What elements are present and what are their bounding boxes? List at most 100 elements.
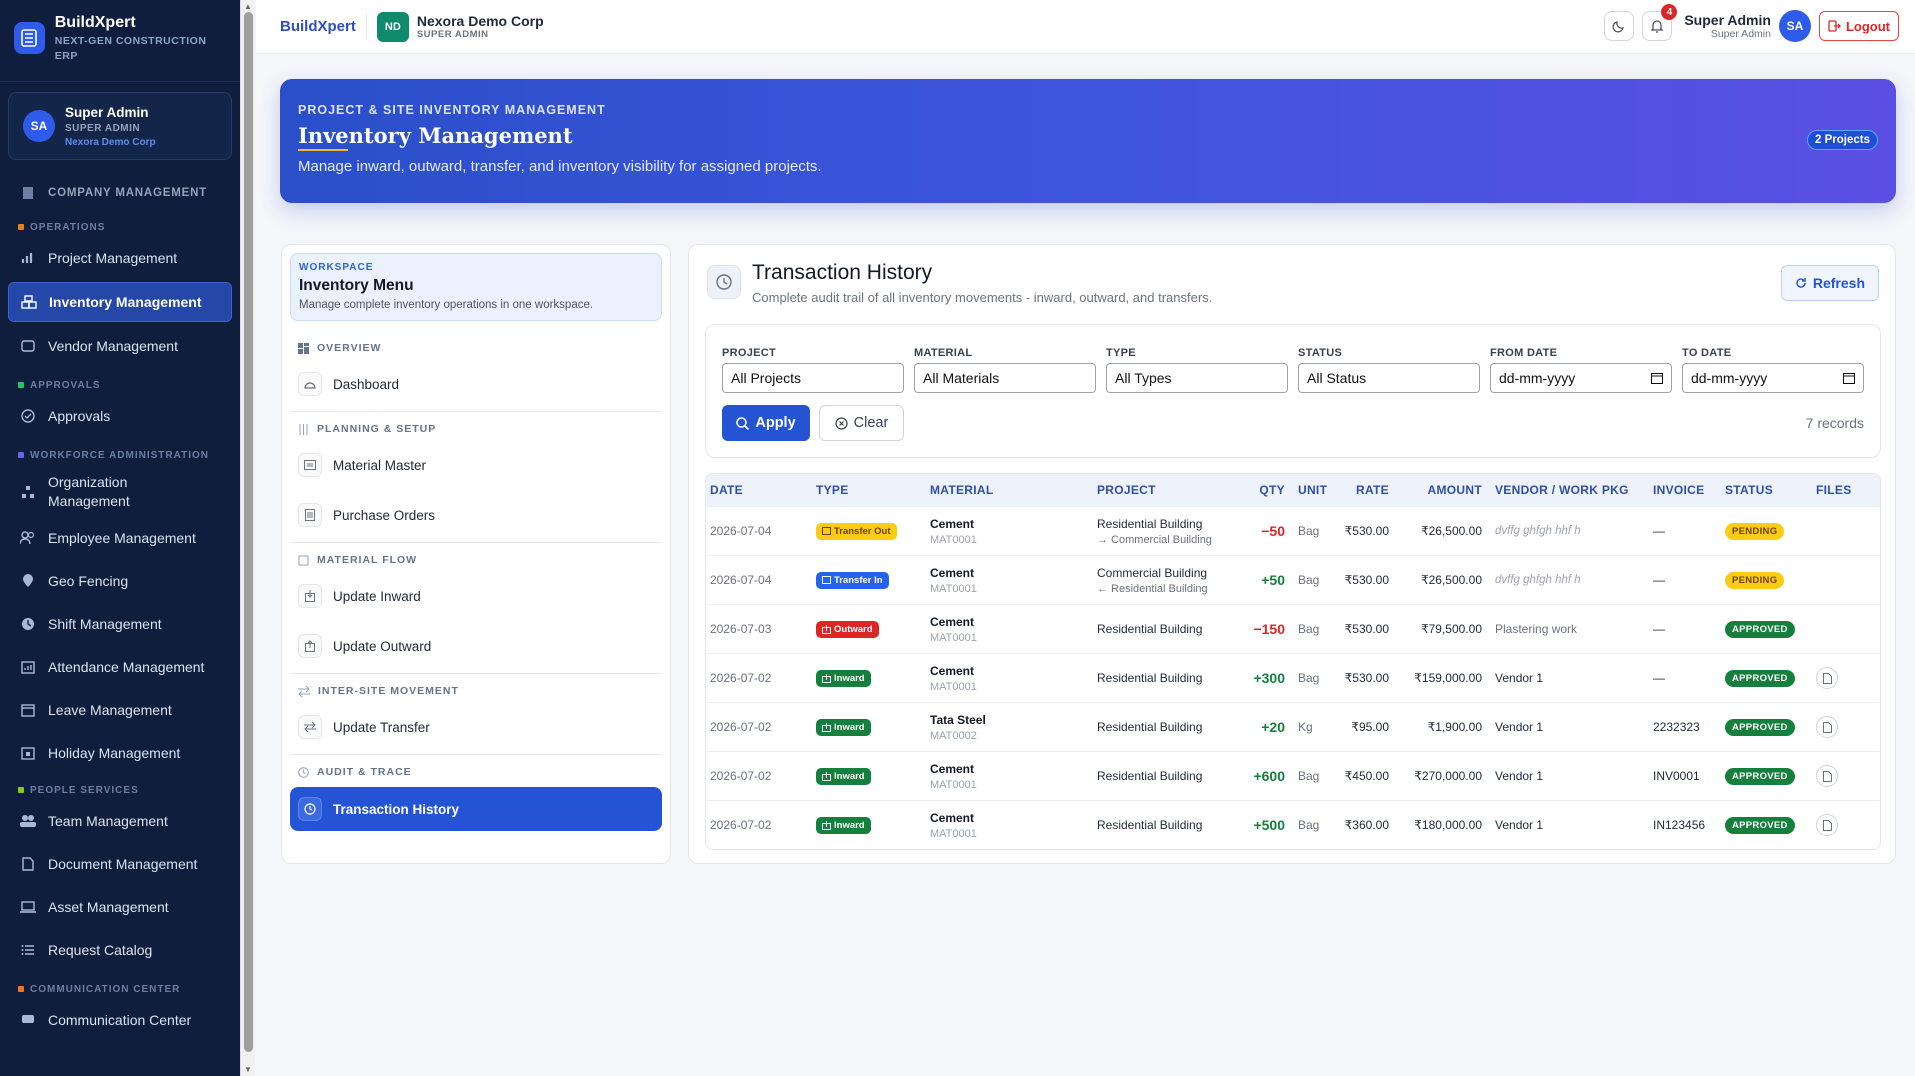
cell-amount: ₹26,500.00 bbox=[1420, 524, 1482, 538]
col-status[interactable]: STATUS bbox=[1725, 483, 1774, 497]
file-icon[interactable] bbox=[1816, 765, 1838, 787]
sidebar-item-employee[interactable]: Employee Management bbox=[8, 518, 232, 558]
table-row[interactable]: 2026-07-02 Inward Cement MAT0001 Residential… bbox=[706, 751, 1880, 800]
col-files[interactable]: FILES bbox=[1816, 483, 1852, 497]
col-vendor[interactable]: VENDOR / WORK PKG bbox=[1495, 483, 1629, 497]
sidebar-item-attendance[interactable]: Attendance Management bbox=[8, 647, 232, 687]
col-qty[interactable]: QTY bbox=[1259, 483, 1285, 497]
sidebar-item-vendor[interactable]: Vendor Management bbox=[8, 326, 232, 366]
cell-invoice: INV0001 bbox=[1653, 769, 1700, 783]
ws-item-transaction-history[interactable]: Transaction History bbox=[290, 787, 662, 831]
sidebar-item-shift[interactable]: Shift Management bbox=[8, 604, 232, 644]
col-project[interactable]: PROJECT bbox=[1097, 483, 1156, 497]
clear-button[interactable]: Clear bbox=[819, 405, 904, 441]
cell-status: APPROVED bbox=[1722, 767, 1813, 785]
sidebar-item-request[interactable]: Request Catalog bbox=[8, 930, 232, 970]
sidebar-item-approvals[interactable]: Approvals bbox=[8, 396, 232, 436]
ws-item-purchase-orders[interactable]: Purchase Orders bbox=[290, 494, 662, 536]
scroll-down-icon[interactable]: ▼ bbox=[244, 1065, 252, 1074]
calendar-icon[interactable] bbox=[1651, 372, 1663, 384]
project-select[interactable]: All Projects bbox=[722, 363, 904, 393]
scrollbar-thumb[interactable] bbox=[244, 12, 253, 1052]
sidebar-item-document[interactable]: Document Management bbox=[8, 844, 232, 884]
status-filter: STATUS All Status bbox=[1298, 347, 1480, 393]
ws-item-label: Update Inward bbox=[333, 588, 421, 604]
sidebar-scrollbar[interactable]: ▲ ▼ bbox=[240, 0, 255, 1076]
sidebar-item-organization[interactable]: Organization Management bbox=[8, 466, 232, 518]
apply-button[interactable]: Apply bbox=[722, 405, 810, 441]
scroll-up-icon[interactable]: ▲ bbox=[244, 2, 252, 11]
sidebar-item-inventory[interactable]: Inventory Management bbox=[8, 282, 232, 322]
file-icon[interactable] bbox=[1816, 814, 1838, 836]
table-row[interactable]: 2026-07-04 Transfer In Cement MAT0001 Commer… bbox=[706, 555, 1880, 604]
type-select[interactable]: All Types bbox=[1106, 363, 1288, 393]
date-placeholder: dd-mm-yyyy bbox=[1499, 370, 1576, 386]
sidebar-item-team[interactable]: Team Management bbox=[8, 801, 232, 841]
sidebar-item-label: Holiday Management bbox=[48, 745, 181, 761]
sidebar-item-geo[interactable]: Geo Fencing bbox=[8, 561, 232, 601]
topbar-user-name: Super Admin bbox=[1684, 12, 1771, 28]
col-material[interactable]: MATERIAL bbox=[930, 483, 994, 497]
ws-item-material-master[interactable]: Material Master bbox=[290, 444, 662, 486]
status-select[interactable]: All Status bbox=[1298, 363, 1480, 393]
topbar-avatar[interactable]: SA bbox=[1778, 10, 1811, 42]
divider bbox=[290, 754, 662, 755]
type-badge: Inward bbox=[816, 816, 871, 834]
col-unit[interactable]: UNIT bbox=[1298, 483, 1328, 497]
col-amount[interactable]: AMOUNT bbox=[1427, 483, 1482, 497]
ws-item-dashboard[interactable]: Dashboard bbox=[290, 363, 662, 405]
laptop-icon bbox=[20, 899, 36, 915]
logout-button[interactable]: Logout bbox=[1818, 11, 1899, 41]
transfer-arrows-icon bbox=[298, 685, 310, 697]
table-row[interactable]: 2026-07-02 Inward Cement MAT0001 Residential… bbox=[706, 653, 1880, 702]
cell-vendor: dvffg ghfgh hhf h bbox=[1495, 525, 1581, 537]
sidebar-item-asset[interactable]: Asset Management bbox=[8, 887, 232, 927]
refresh-button[interactable]: Refresh bbox=[1780, 265, 1879, 301]
history-icon bbox=[707, 265, 741, 299]
file-icon[interactable] bbox=[1816, 667, 1838, 689]
to-date-input[interactable]: dd-mm-yyyy bbox=[1682, 363, 1864, 393]
sidebar-item-project[interactable]: Project Management bbox=[8, 238, 232, 278]
from-date-input[interactable]: dd-mm-yyyy bbox=[1490, 363, 1672, 393]
cell-invoice: 2232323 bbox=[1653, 720, 1700, 734]
sidebar-item-company[interactable]: COMPANY MANAGEMENT bbox=[8, 178, 232, 208]
theme-toggle-button[interactable] bbox=[1604, 11, 1635, 41]
type-badge-label: Outward bbox=[834, 623, 873, 635]
type-badge: Inward bbox=[816, 669, 871, 687]
ws-item-update-transfer[interactable]: Update Transfer bbox=[290, 706, 662, 748]
panel-title: Transaction History bbox=[752, 261, 933, 284]
table-row[interactable]: 2026-07-04 Transfer Out Cement MAT0001 Resid… bbox=[706, 506, 1880, 555]
topbar-brand[interactable]: BuildXpert bbox=[280, 13, 367, 40]
cell-material: Cement MAT0001 bbox=[927, 566, 1094, 595]
cell-project: Residential Building bbox=[1094, 622, 1244, 636]
cell-amount: ₹1,900.00 bbox=[1427, 720, 1482, 734]
col-invoice[interactable]: INVOICE bbox=[1653, 483, 1705, 497]
status-badge: APPROVED bbox=[1725, 767, 1795, 785]
sidebar-item-leave[interactable]: Leave Management bbox=[8, 690, 232, 730]
sidebar-user-card[interactable]: SA Super Admin SUPER ADMIN Nexora Demo C… bbox=[8, 92, 232, 160]
cell-qty: +20 bbox=[1261, 719, 1285, 735]
nav-section-label: APPROVALS bbox=[30, 379, 101, 391]
file-icon[interactable] bbox=[1816, 716, 1838, 738]
sidebar-item-label: Leave Management bbox=[48, 702, 172, 718]
cell-status: PENDING bbox=[1722, 522, 1813, 540]
topbar-user[interactable]: Super Admin Super Admin bbox=[1684, 12, 1771, 40]
sidebar-item-holiday[interactable]: Holiday Management bbox=[8, 733, 232, 773]
sidebar-item-label: Approvals bbox=[48, 408, 111, 424]
cell-date: 2026-07-03 bbox=[710, 622, 772, 636]
sidebar-item-communication[interactable]: Communication Center bbox=[8, 1000, 232, 1040]
clock-icon bbox=[20, 616, 36, 632]
ws-item-update-outward[interactable]: Update Outward bbox=[290, 625, 662, 667]
col-rate[interactable]: RATE bbox=[1356, 483, 1389, 497]
col-date[interactable]: DATE bbox=[710, 483, 743, 497]
calendar-icon[interactable] bbox=[1843, 372, 1855, 384]
material-select[interactable]: All Materials bbox=[914, 363, 1096, 393]
table-row[interactable]: 2026-07-03 Outward Cement MAT0001 Residentia… bbox=[706, 604, 1880, 653]
cell-date: 2026-07-02 bbox=[710, 720, 772, 734]
ws-item-update-inward[interactable]: Update Inward bbox=[290, 575, 662, 617]
notifications-button[interactable]: 4 bbox=[1642, 4, 1678, 41]
table-row[interactable]: 2026-07-02 Inward Cement MAT0001 Residential… bbox=[706, 800, 1880, 849]
table-row[interactable]: 2026-07-02 Inward Tata Steel MAT0002 Residen… bbox=[706, 702, 1880, 751]
status-badge: APPROVED bbox=[1725, 718, 1795, 736]
col-type[interactable]: TYPE bbox=[816, 483, 849, 497]
